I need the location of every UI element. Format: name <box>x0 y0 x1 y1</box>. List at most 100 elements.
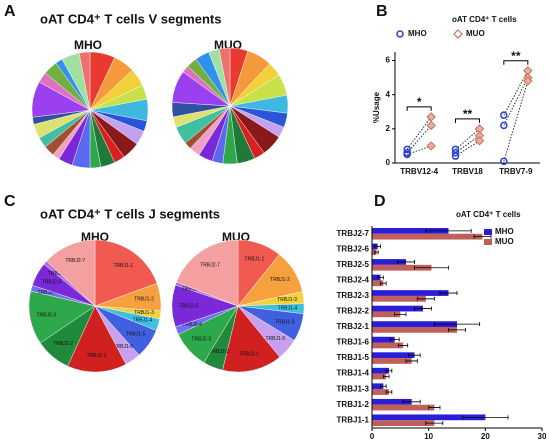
slice-label: TRBJ2-5 <box>42 279 62 285</box>
legend-label: MHO <box>495 227 514 236</box>
dot <box>523 76 533 86</box>
slice-label: TRBJ1-5 <box>275 320 295 326</box>
legend-swatch <box>484 239 492 245</box>
significance-bracket <box>455 118 480 123</box>
error-bar <box>402 399 421 404</box>
y-tick-label: TRBJ2-6 <box>337 244 370 253</box>
bar <box>372 327 457 333</box>
pie-subtitle: MHO <box>74 38 102 52</box>
bar <box>372 274 381 281</box>
error-bar <box>428 405 441 410</box>
error-bar <box>425 421 444 426</box>
chart-title: oAT CD4⁺ T cells <box>452 15 517 24</box>
significance-mark: ** <box>511 49 521 63</box>
error-bar <box>408 353 421 358</box>
pair-line <box>455 135 480 154</box>
slice-label: TRBJ1-6 <box>113 344 133 350</box>
y-tick-label: TRBJ1-6 <box>337 338 370 347</box>
pie-slice <box>94 239 158 307</box>
slice-label: TRBJ2-3 <box>191 337 211 343</box>
significance-bracket <box>406 106 432 111</box>
y-tick-label: TRBJ1-5 <box>337 353 370 362</box>
pair-line <box>406 145 432 155</box>
pie-slice <box>176 239 239 307</box>
panel-label: A <box>4 3 16 20</box>
legend-label: MUO <box>466 29 485 38</box>
slice-label: TRBJ2-5 <box>179 303 199 309</box>
pair-line <box>503 77 529 126</box>
error-bar <box>462 415 509 420</box>
dot <box>426 141 436 151</box>
slice-label: TRBJ1-3 <box>277 297 297 303</box>
bar <box>372 305 423 312</box>
y-tick-label: TRBJ2-5 <box>337 260 370 269</box>
pie-slice <box>78 51 91 111</box>
y-tick-label: TRBJ2-7 <box>337 229 370 238</box>
slice-label: TRBJ2-7 <box>200 262 220 268</box>
slice-label: TRBJ1-5 <box>126 332 146 338</box>
bar <box>372 420 435 426</box>
error-bar <box>397 259 415 264</box>
bar <box>372 290 449 296</box>
legend-marker <box>396 30 404 38</box>
dot <box>403 150 411 159</box>
bar <box>372 383 384 390</box>
dot <box>451 152 460 160</box>
bar <box>372 233 483 240</box>
bar <box>372 311 401 318</box>
panel-label: C <box>4 193 16 210</box>
bar <box>372 259 406 265</box>
x-tick-label: 10 <box>424 432 433 441</box>
error-bar <box>398 343 409 348</box>
pair-line <box>503 80 529 162</box>
slice-label: TRBJ2-3 <box>36 312 56 318</box>
pie-slice <box>46 239 96 307</box>
slice-label: TRBJ1-2 <box>134 297 154 303</box>
y-tick-label: 4 <box>386 90 391 99</box>
legend-swatch <box>484 229 492 235</box>
slice-label: TRBJ1-3 <box>134 310 154 316</box>
bar <box>372 280 384 287</box>
error-bar <box>394 312 407 317</box>
significance-mark: * <box>417 95 422 109</box>
error-bar <box>380 384 387 389</box>
pie-slice <box>218 47 231 107</box>
bar <box>372 398 412 405</box>
bar <box>372 367 389 374</box>
chart-title: oAT CD4⁺ T cells V segments <box>40 11 221 26</box>
error-bar <box>425 228 472 233</box>
error-bar <box>405 358 418 363</box>
bar <box>372 295 426 302</box>
slice-label: TRBJ2-4 <box>182 322 202 328</box>
y-tick-label: TRBJ1-2 <box>337 400 370 409</box>
bar <box>372 389 389 395</box>
y-tick-label: TRBJ1-3 <box>337 384 370 393</box>
bar <box>372 404 435 411</box>
x-tick-label: TRBV12-4 <box>400 167 438 176</box>
pair-line <box>455 128 480 150</box>
chart-title: oAT CD4⁺ T cells J segments <box>40 206 220 221</box>
error-bar <box>448 327 466 332</box>
slice-label: TRBJ1-2 <box>270 277 290 283</box>
error-bar <box>385 390 393 395</box>
y-tick-label: TRBJ1-4 <box>337 369 370 378</box>
panel-label: D <box>374 193 386 210</box>
x-tick-label: 0 <box>370 432 375 441</box>
y-tick-label: 0 <box>386 158 391 167</box>
dot <box>500 111 508 119</box>
slice-label: TRBJ1-4 <box>133 317 153 323</box>
legend-label: MHO <box>408 29 427 38</box>
dot <box>451 149 460 157</box>
slice-label: TRBJ2-6 <box>182 286 202 292</box>
x-tick-label: TRBV7-9 <box>499 167 533 176</box>
bar <box>372 264 432 271</box>
x-tick-label: 20 <box>481 432 490 441</box>
error-bar <box>416 296 435 301</box>
bar <box>372 352 415 359</box>
y-tick-label: TRBJ2-1 <box>337 322 370 331</box>
panel-label: B <box>376 3 388 20</box>
bar <box>372 321 457 327</box>
slice-label: TRBJ2-2 <box>209 349 229 355</box>
slice-label: TRBJ2-6 <box>48 271 68 277</box>
legend-label: MUO <box>495 237 514 246</box>
